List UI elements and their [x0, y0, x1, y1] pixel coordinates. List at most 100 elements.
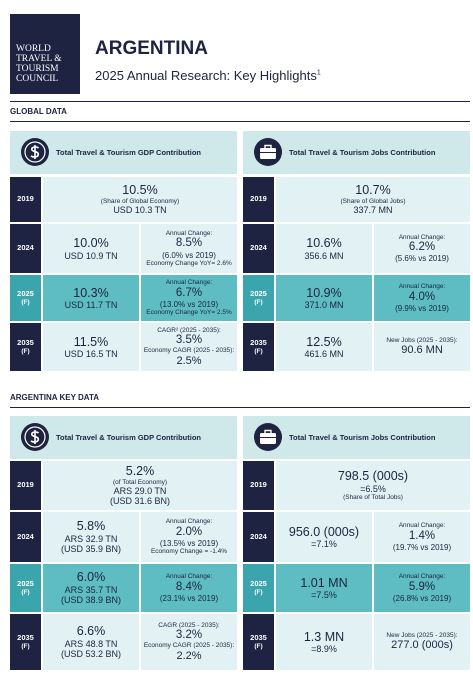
panel-header: Total Travel & Tourism GDP Contribution: [10, 131, 237, 174]
data-cell: 1.01 MN =7.5%: [276, 564, 372, 612]
year: 2024: [250, 531, 267, 541]
data-cell: Annual Change: 8.4% (23.1% vs 2019): [141, 564, 237, 612]
forecast-mark: (F): [254, 347, 263, 355]
cell-comparison: (5.6% vs 2019): [395, 254, 449, 264]
year-cell: 2019: [10, 177, 41, 222]
year-cell: 2024: [243, 512, 274, 562]
year: 2035: [17, 337, 34, 347]
year: 2019: [17, 480, 34, 490]
year-cell: 2025 (F): [243, 275, 274, 321]
year-cell: 2024: [10, 224, 41, 273]
panel-header: Total Travel & Tourism Jobs Contribution: [243, 131, 470, 174]
year: 2019: [17, 194, 34, 204]
cell-label: Annual Change:: [165, 573, 213, 581]
cell-amount: USD 11.7 TN: [64, 300, 118, 311]
data-cell: 1.3 MN =8.9%: [276, 614, 372, 670]
data-cell: New Jobs (2025 - 2035): 90.6 MN: [374, 323, 470, 371]
panel-title: Total Travel & Tourism GDP Contribution: [56, 433, 202, 442]
cell-amount: 337.7 MN: [353, 205, 393, 216]
cell-share: 10.6%: [306, 236, 342, 251]
data-cell: Annual Change: 5.9% (26.8% vs 2019): [374, 564, 470, 612]
cell-value: 5.9%: [408, 580, 436, 593]
year-cell: 2035 (F): [10, 614, 41, 670]
cell-comparison: (13.5% vs 2019): [159, 539, 219, 549]
cell-note: (Share of Global Jobs): [340, 197, 406, 205]
cell-value: 2.2%: [176, 649, 202, 662]
logo-text: WORLD TRAVEL & TOURISM COUNCIL: [16, 44, 80, 84]
data-cell: 5.2% (of Total Economy) ARS 29.0 TN (USD 31…: [43, 461, 237, 510]
year: 2024: [17, 531, 34, 541]
data-cell: 10.9% 371.0 MN: [276, 275, 372, 321]
cell-label: New Jobs (2025 - 2035):: [386, 336, 458, 344]
cell-amount: =7.1%: [311, 539, 337, 550]
panel-icon: [254, 423, 282, 451]
cell-label: Economy CAGR (2025 - 2035):: [143, 347, 235, 355]
data-cell: 6.6% ARS 48.8 TN (USD 53.2 BN): [43, 614, 139, 670]
cell-amount: =8.9%: [311, 644, 337, 655]
cell-share: 10.5%: [122, 183, 158, 198]
year-cell: 2035 (F): [243, 614, 274, 670]
title: ARGENTINA: [95, 38, 208, 59]
year: 2025: [17, 288, 34, 298]
cell-label: Annual Change:: [398, 522, 446, 530]
cell-amount: ARS 35.7 TN: [64, 584, 118, 595]
logo-line: TOURISM: [16, 64, 59, 74]
cell-share: 1.01 MN: [300, 575, 348, 590]
data-cell: 10.3% USD 11.7 TN: [43, 275, 139, 321]
logo: WORLD TRAVEL & TOURISM COUNCIL: [10, 14, 80, 94]
data-cell: 6.0% ARS 35.7 TN (USD 38.9 BN): [43, 564, 139, 612]
cell-amount: 356.6 MN: [304, 250, 344, 261]
year-cell: 2035 (F): [243, 323, 274, 371]
cell-amount: (USD 35.9 BN): [60, 544, 122, 555]
panel-icon: [254, 138, 282, 166]
year: 2035: [17, 632, 34, 642]
cell-note: (of Total Economy): [112, 478, 168, 486]
cell-share: 10.7%: [355, 183, 391, 198]
cell-label: Annual Change:: [165, 518, 213, 526]
cell-comparison: (9.9% vs 2019): [395, 303, 449, 313]
year: 2024: [250, 243, 267, 253]
year-cell: 2019: [10, 461, 41, 510]
cell-note: (Share of Global Economy): [100, 197, 180, 205]
cell-share: 956.0 (000s): [288, 524, 360, 539]
cell-value: 6.2%: [408, 241, 436, 254]
panel-title: Total Travel & Tourism GDP Contribution: [56, 148, 202, 157]
panel-icon: [21, 138, 49, 166]
cell-label: Annual Change:: [398, 573, 446, 581]
cell-label: CAGR² (2025 - 2035):: [157, 326, 221, 334]
cell-value: 1.4%: [408, 529, 436, 542]
subtitle: 2025 Annual Research: Key Highlights: [95, 68, 317, 83]
year: 2024: [17, 243, 34, 253]
year: 2025: [250, 578, 267, 588]
cell-value: 8.4%: [175, 580, 203, 593]
cell-amount: =6.5%: [360, 483, 386, 494]
cell-share: 6.6%: [76, 624, 106, 639]
year-cell: 2035 (F): [10, 323, 41, 371]
cell-amount: 461.6 MN: [304, 349, 344, 360]
data-cell: CAGR² (2025 - 2035): 3.5% Economy CAGR (20…: [141, 323, 237, 371]
cell-share: 1.3 MN: [303, 629, 345, 644]
cell-comparison: (6.0% vs 2019): [162, 250, 216, 260]
forecast-mark: (F): [254, 298, 263, 306]
cell-value: 4.0%: [408, 290, 436, 303]
section-rule: [10, 121, 470, 122]
data-cell: 798.5 (000s) =6.5% (Share of Total Jobs): [276, 461, 470, 510]
logo-line: TRAVEL &: [16, 54, 62, 64]
year-cell: 2025 (F): [10, 275, 41, 321]
cell-value: 6.7%: [175, 286, 203, 299]
forecast-mark: (F): [21, 298, 30, 306]
cell-value: 277.0 (000s): [391, 639, 453, 652]
cell-share: 798.5 (000s): [337, 469, 409, 484]
cell-value: 8.5%: [175, 237, 203, 250]
forecast-mark: (F): [21, 588, 30, 596]
cell-amount: =7.5%: [311, 590, 337, 601]
cell-value: 3.2%: [175, 629, 203, 642]
cell-note: (Share of Total Jobs): [343, 494, 403, 502]
cell-share: 12.5%: [306, 334, 342, 349]
data-cell: 10.7% (Share of Global Jobs) 337.7 MN: [276, 177, 470, 222]
year: 2035: [250, 632, 267, 642]
cell-amount: ARS 32.9 TN: [64, 533, 118, 544]
cell-share: 6.0%: [76, 570, 106, 585]
panel-icon: [21, 423, 49, 451]
panel-title: Total Travel & Tourism Jobs Contribution: [289, 433, 436, 442]
